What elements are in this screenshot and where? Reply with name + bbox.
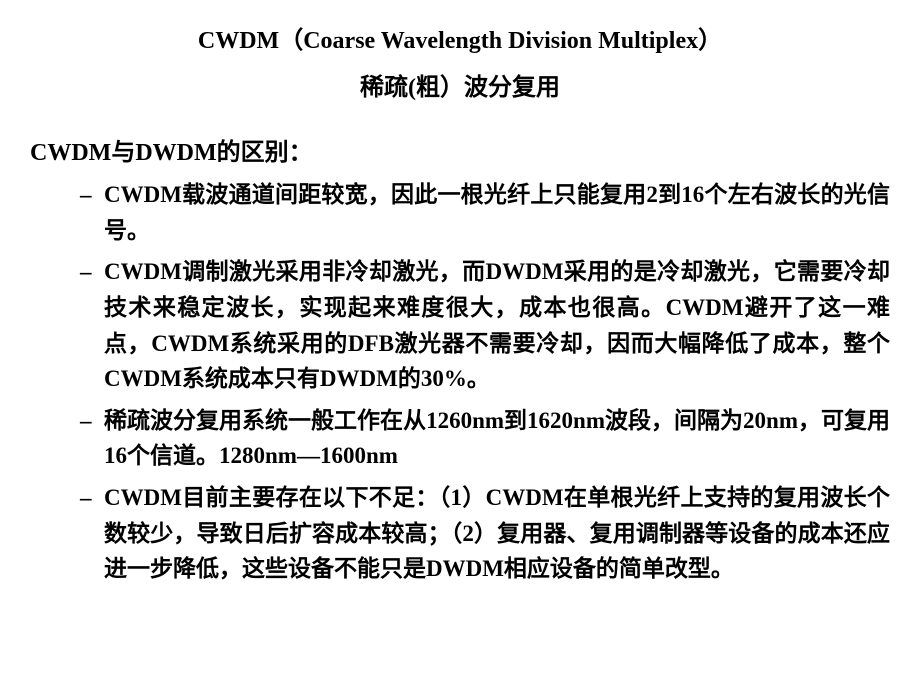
bullet-item: CWDM调制激光采用非冷却激光，而DWDM采用的是冷却激光，它需要冷却技术来稳定…: [80, 254, 890, 397]
bullet-item: CWDM载波通道间距较宽，因此一根光纤上只能复用2到16个左右波长的光信号。: [80, 177, 890, 248]
bullet-list: CWDM载波通道间距较宽，因此一根光纤上只能复用2到16个左右波长的光信号。 C…: [30, 177, 890, 587]
title-line-1: CWDM（Coarse Wavelength Division Multiple…: [30, 20, 890, 55]
bullet-item: 稀疏波分复用系统一般工作在从1260nm到1620nm波段，间隔为20nm，可复…: [80, 403, 890, 474]
section-heading: CWDM与DWDM的区别：: [30, 132, 890, 167]
title-area: CWDM（Coarse Wavelength Division Multiple…: [30, 20, 890, 102]
bullet-item: CWDM目前主要存在以下不足：（1）CWDM在单根光纤上支持的复用波长个数较少，…: [80, 480, 890, 587]
title-line-2: 稀疏(粗）波分复用: [30, 67, 890, 102]
